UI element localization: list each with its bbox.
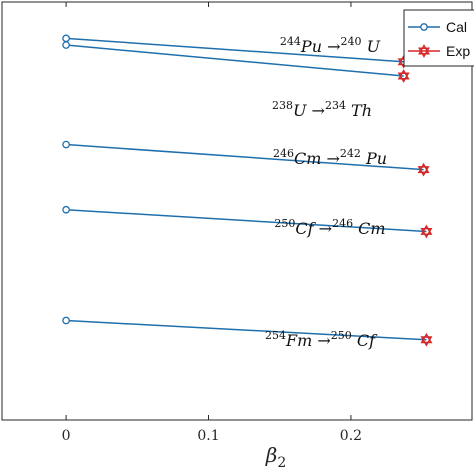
- series-annotation: 244Pu →240 U: [280, 35, 381, 56]
- cal-point: [62, 41, 70, 49]
- legend: Cal Exp: [403, 9, 474, 67]
- x-axis-label-main: β: [265, 443, 278, 467]
- decay-arrow: →: [314, 219, 333, 238]
- axes: 0 0.1 0.2: [1, 1, 473, 444]
- series-annotation: 250Cf →246 Cm: [274, 217, 385, 238]
- x-axis-label-subscript: 2: [277, 455, 286, 471]
- exp-point: [420, 224, 433, 239]
- cal-point: [62, 205, 70, 214]
- cal-point: [62, 34, 70, 43]
- series-line: [66, 208, 427, 233]
- legend-entry-label: Exp: [446, 43, 470, 59]
- series-line: [66, 37, 404, 63]
- exp-star-down: [420, 228, 433, 239]
- series-lines: [66, 37, 427, 341]
- plot-frame: [1, 1, 473, 421]
- exp-star-down: [397, 72, 410, 83]
- daughter-element: Th: [346, 101, 372, 120]
- daughter-mass: 240: [341, 35, 362, 48]
- daughter-element: Cm: [353, 219, 386, 238]
- series-line: [66, 319, 427, 341]
- series-line: [66, 44, 404, 77]
- decay-arrow: →: [312, 331, 331, 350]
- parent-element: Cf: [295, 219, 316, 238]
- exp-star-up: [418, 44, 430, 55]
- exp-star-down: [417, 166, 430, 177]
- parent-mass: 244: [280, 35, 301, 48]
- parent-element: Pu: [300, 37, 322, 56]
- daughter-mass: 246: [332, 217, 353, 230]
- x-tick-label: 0: [62, 428, 71, 444]
- legend-box: [403, 9, 474, 67]
- parent-mass: 254: [265, 329, 286, 342]
- exp-point: [420, 332, 433, 347]
- legend-marker-hexagram: [418, 44, 430, 58]
- daughter-element: U: [362, 37, 381, 56]
- decay-arrow: →: [306, 101, 325, 120]
- series-annotation: 238U →234 Th: [272, 99, 372, 120]
- legend-entry-label: Cal: [446, 19, 467, 35]
- parent-mass: 250: [274, 217, 295, 230]
- daughter-element: Cf: [352, 331, 378, 350]
- parent-mass: 238: [272, 99, 293, 112]
- series-annotation: 246Cm →242 Pu: [273, 147, 387, 168]
- parent-element: Fm: [285, 331, 312, 350]
- decay-arrow: →: [321, 149, 340, 168]
- series-annotation: 254Fm →250 Cf: [265, 329, 378, 350]
- daughter-element: Pu: [361, 149, 387, 168]
- legend-marker-circle: [420, 23, 428, 31]
- series-line: [66, 143, 424, 171]
- exp-star-down: [418, 47, 430, 58]
- exp-star-up: [417, 162, 430, 174]
- exp-star-up: [397, 69, 410, 80]
- daughter-mass: 242: [340, 147, 361, 160]
- cal-point: [62, 140, 70, 149]
- x-axis-label: β2: [265, 443, 286, 471]
- x-tick-label: 0.2: [340, 428, 362, 444]
- exp-point: [397, 69, 410, 83]
- decay-arrow: →: [322, 37, 341, 56]
- exp-star-down: [420, 336, 433, 347]
- exp-star-up: [420, 332, 433, 344]
- cal-point: [62, 316, 70, 325]
- exp-point: [417, 162, 430, 177]
- parent-element: Cm: [294, 149, 321, 168]
- parent-mass: 246: [273, 147, 294, 160]
- x-tick-label: 0.1: [197, 428, 219, 444]
- daughter-mass: 234: [325, 99, 346, 112]
- exp-star-up: [420, 224, 433, 235]
- series-markers: [62, 34, 433, 347]
- parent-element: U: [293, 101, 307, 120]
- daughter-mass: 250: [331, 329, 352, 342]
